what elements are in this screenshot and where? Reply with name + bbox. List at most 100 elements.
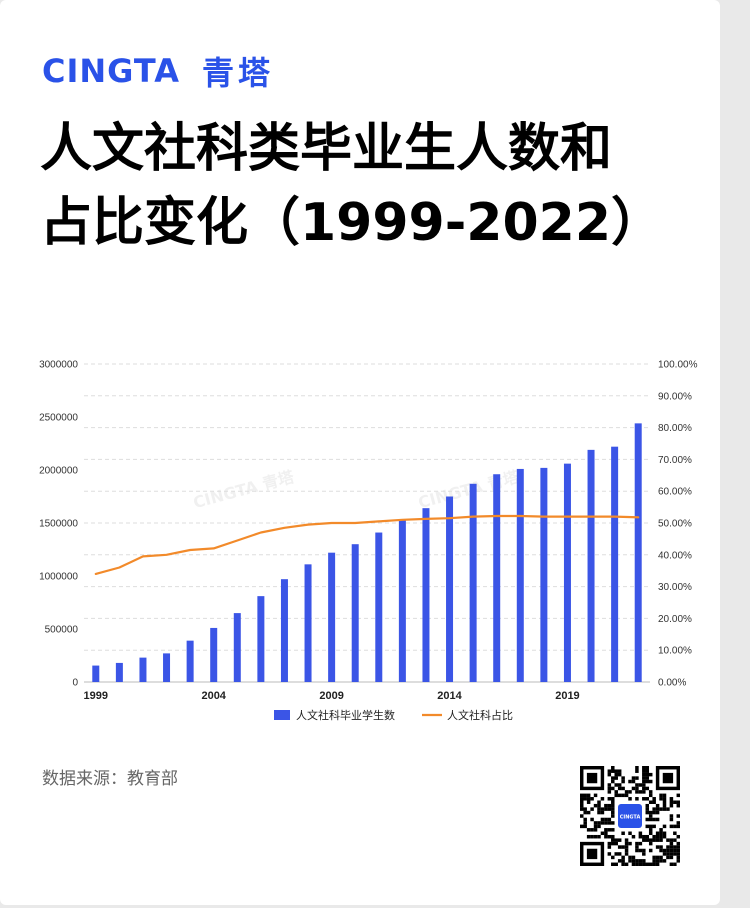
bar [422,508,430,682]
qr-module [583,807,587,811]
title-line-1: 人文社科类毕业生人数和 [40,119,613,179]
qr-module [648,814,653,818]
qr-module [611,769,615,773]
qr-module [611,800,615,804]
qr-module [624,852,629,856]
qr-module [593,824,598,829]
qr-module [648,779,653,784]
qr-module [621,776,625,780]
qr-module [597,824,601,829]
qr-module [659,855,663,860]
bar [139,657,147,682]
qr-module [645,776,650,780]
qr-module [652,810,656,815]
qr-module [583,797,587,801]
qr-module [673,862,677,866]
qr-module [635,841,639,846]
qr-logo-text: CINGTA [620,815,641,821]
qr-module [642,772,646,777]
qr-module [611,862,615,866]
qr-module [607,821,612,825]
qr-module [642,786,646,791]
qr-module [676,800,680,804]
qr-module [604,828,608,832]
bar [115,662,123,682]
bar [375,532,383,682]
qr-module [669,824,674,829]
qr-module [645,838,650,842]
qr-module [614,838,618,842]
qr-module [628,831,632,836]
qr-module [621,855,625,860]
bar [328,552,336,682]
qr-module [666,845,670,849]
qr-module [669,814,674,818]
qr-module [662,848,667,853]
qr-module [648,828,653,832]
qr-module [676,855,680,860]
bar [446,496,454,682]
bar [469,483,477,682]
qr-module [621,831,625,836]
qr-module [604,831,608,836]
qr-module [669,855,674,860]
y-tick-label: 2000000 [39,466,78,477]
qr-module [642,790,646,794]
qr-module [642,859,646,863]
qr-module [611,807,615,811]
qr-module [607,841,612,846]
qr-module [648,793,653,798]
qr-module [621,779,625,784]
watermark-text: CINGTA 青塔 [191,467,297,512]
qr-module [645,810,650,815]
qr-module [642,834,646,839]
qr-module [614,783,618,787]
qr-module [655,817,660,822]
qr-module [635,848,639,853]
chart-legend: 人文社科毕业学生数 人文社科占比 [274,708,513,722]
qr-module [617,838,622,842]
y-tick-label: 3000000 [39,360,78,371]
bar [163,653,171,682]
qr-module [614,852,618,856]
qr-module [621,845,625,849]
y2-tick-label: 0.00% [658,678,686,689]
bar [257,596,265,682]
bar [540,467,548,682]
qr-module [645,766,650,770]
qr-module [590,817,594,822]
qr-module [635,862,639,866]
qr-finder-inner [586,848,598,860]
qr-module [638,848,643,853]
qr-module [655,807,660,811]
qr-module [669,797,674,801]
qr-module [655,859,660,863]
y2-tick-label: 100.00% [658,360,698,371]
qr-module [600,807,605,811]
qr-module [635,769,639,773]
qr-module [600,817,605,822]
qr-module [652,797,656,801]
qr-module [597,834,601,839]
qr-module [611,779,615,784]
qr-finder-inner [586,772,598,784]
qr-module [604,821,608,825]
qr-module [662,824,667,829]
qr-module [648,824,653,829]
qr-module [628,859,632,863]
qr-module [635,786,639,791]
qr-module [631,776,636,780]
qr-module [648,772,653,777]
qr-module [655,810,660,815]
qr-module [611,786,615,791]
y2-axis-ticks: 100.00% 90.00% 80.00% 70.00% 60.00% 50.00% 40.… [658,360,698,689]
line-series [94,514,640,575]
qr-module [673,800,677,804]
title-line-2: 占比变化（1999-2022） [40,193,664,253]
qr-module [604,803,608,808]
qr-module [631,862,636,866]
qr-module [652,800,656,804]
qr-code: CINGTA [580,766,680,866]
qr-module [648,817,653,822]
x-tick-label: 2019 [555,690,579,702]
